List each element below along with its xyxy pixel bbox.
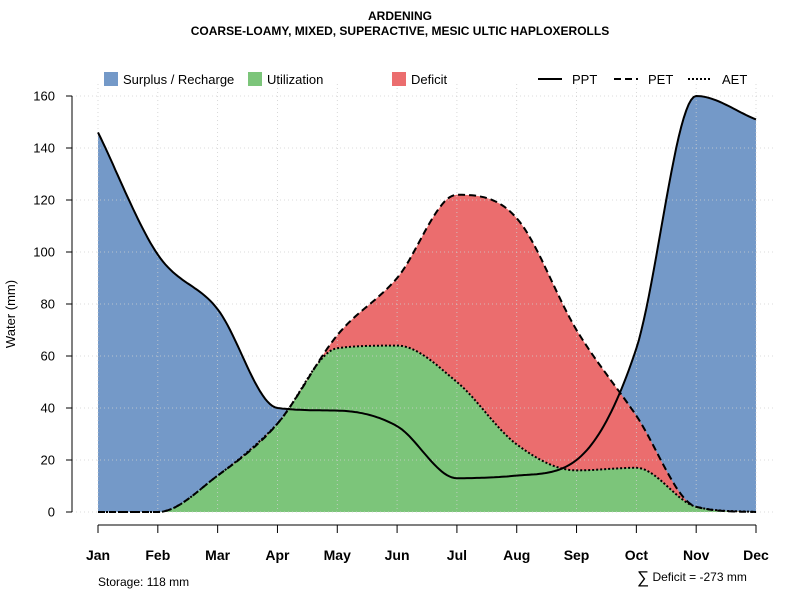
series-line-ppt	[97, 94, 757, 480]
deficit-area	[98, 194, 756, 513]
x-tick-label: Mar	[205, 547, 230, 563]
surplus-recharge-area	[98, 96, 756, 512]
chart-subtitle: COARSE-LOAMY, MIXED, SUPERACTIVE, MESIC …	[190, 24, 610, 38]
x-tick-label: May	[324, 547, 351, 563]
x-tick-label: Dec	[743, 547, 769, 563]
x-tick-label: Apr	[265, 547, 290, 563]
x-tick-label: Nov	[683, 547, 710, 563]
x-tick-label: Oct	[625, 547, 649, 563]
y-axis-label: Water (mm)	[3, 280, 18, 348]
x-tick-label: Jan	[86, 547, 110, 563]
y-tick-label: 0	[48, 505, 55, 520]
series-line-aet	[98, 344, 757, 513]
legend-swatch-deficit	[392, 72, 406, 86]
legend-swatch-utilization	[248, 72, 262, 86]
y-tick-label: 40	[41, 401, 55, 416]
legend-swatch-surplus	[104, 72, 118, 86]
legend-label-area: Deficit	[411, 72, 448, 87]
x-tick-label: Feb	[145, 547, 170, 563]
storage-annotation: Storage: 118 mm	[98, 575, 190, 589]
x-tick-label: Aug	[503, 547, 530, 563]
y-tick-label: 60	[41, 349, 55, 364]
legend-label-area: Utilization	[267, 72, 323, 87]
y-tick-label: 20	[41, 453, 55, 468]
deficit-annotation: ∑ Deficit = -273 mm	[637, 568, 747, 588]
y-tick-label: 140	[33, 141, 55, 156]
y-tick-label: 160	[33, 89, 55, 104]
utilization-area	[98, 345, 756, 512]
y-tick-label: 80	[41, 297, 55, 312]
legend-label-series: PPT	[572, 72, 597, 87]
x-tick-label: Jun	[385, 547, 410, 563]
x-tick-label: Jul	[447, 547, 467, 563]
x-tick-label: Sep	[564, 547, 590, 563]
legend-label-series: AET	[722, 72, 747, 87]
deficit-total: Deficit = -273 mm	[652, 570, 747, 584]
y-tick-label: 120	[33, 193, 55, 208]
legend-label-series: PET	[648, 72, 673, 87]
sum-symbol: ∑	[637, 568, 650, 587]
chart-title: ARDENING	[367, 9, 432, 23]
legend-label-area: Surplus / Recharge	[123, 72, 234, 87]
y-tick-label: 100	[33, 245, 55, 260]
